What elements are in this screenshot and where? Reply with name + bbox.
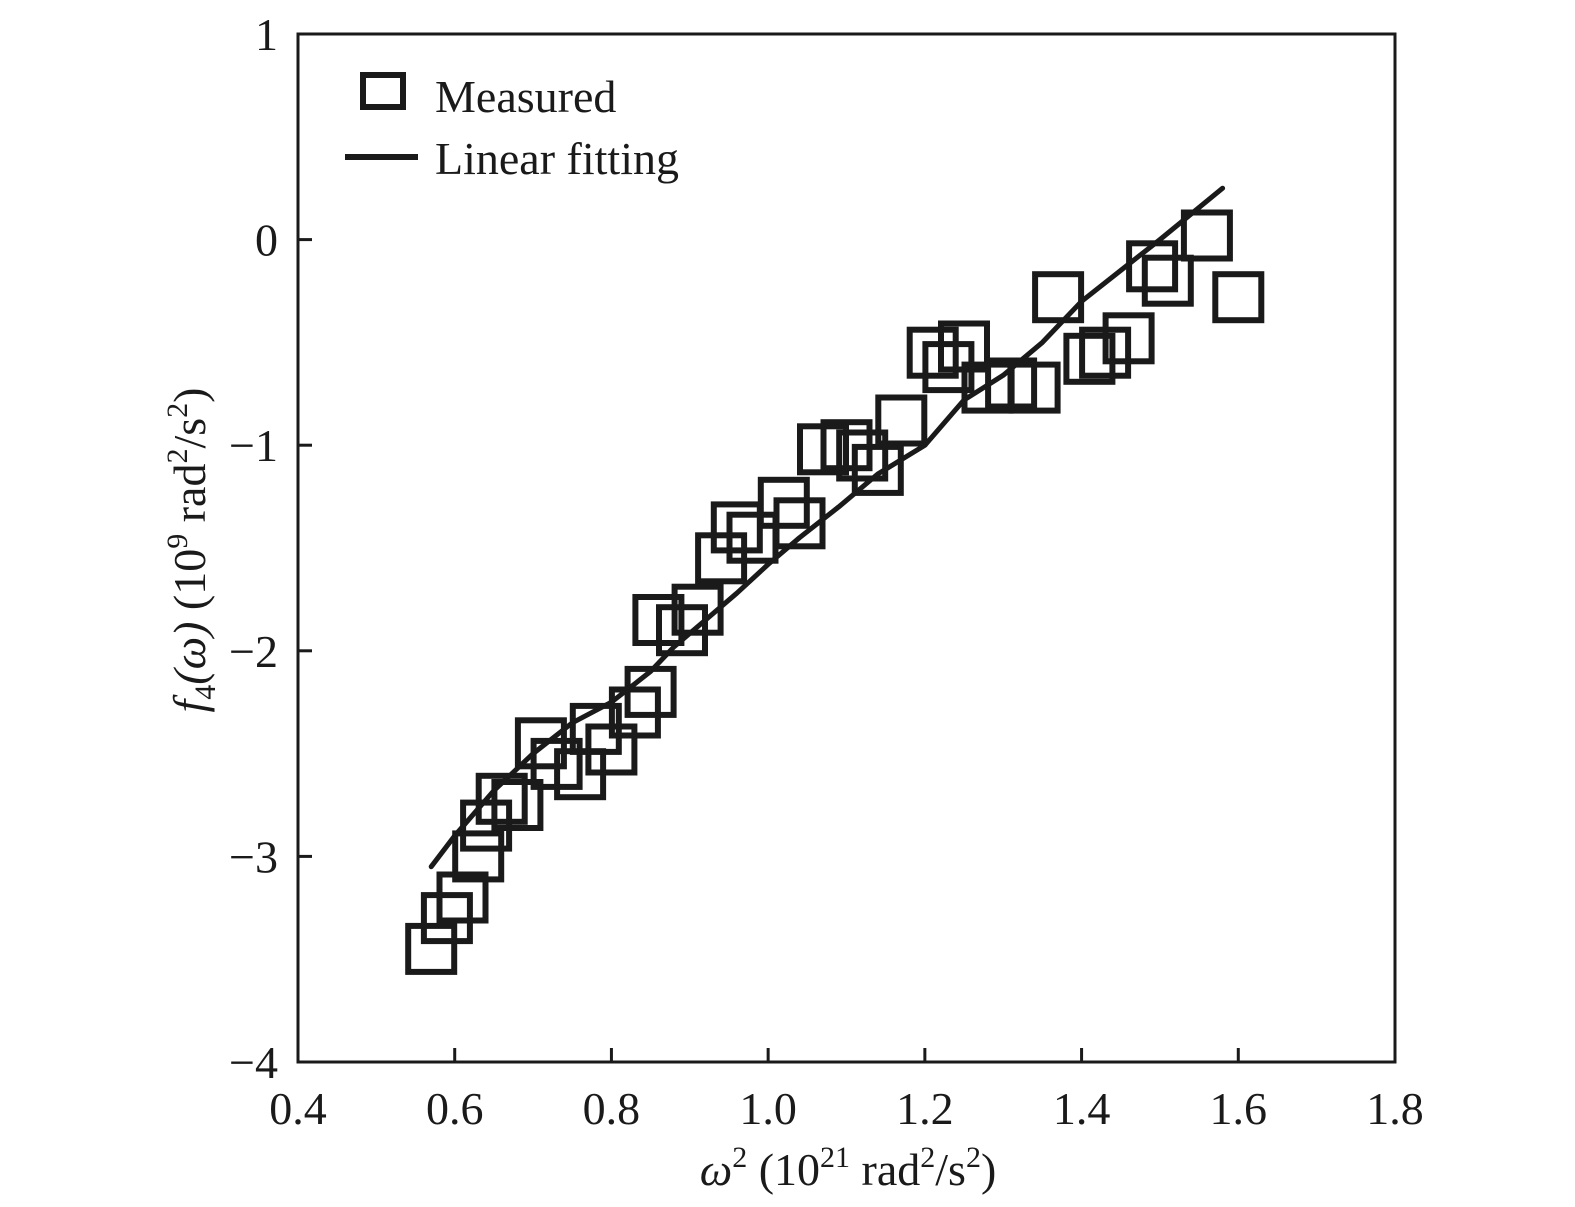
measured-point — [405, 922, 458, 975]
legend-measured-marker — [360, 72, 406, 110]
x-tick-label: 1.8 — [1366, 1083, 1424, 1134]
measured-point — [773, 497, 826, 550]
measured-point — [1102, 312, 1155, 365]
y-axis-ticks: 1 0 −1 −2 −3 −4 — [229, 9, 312, 1088]
measured-point — [851, 443, 904, 496]
y-tick-label: −2 — [229, 626, 278, 677]
measured-point — [836, 429, 889, 482]
measured-point — [906, 326, 959, 379]
x-tick-label: 1.4 — [1053, 1083, 1111, 1134]
legend-fit-label: Linear fitting — [435, 133, 679, 184]
measured-point — [624, 665, 677, 718]
y-tick-label: −4 — [229, 1037, 278, 1088]
measured-point — [1032, 271, 1085, 324]
x-tick-label: 0.6 — [426, 1083, 484, 1134]
measured-point — [875, 394, 928, 447]
measured-point — [1126, 240, 1179, 293]
measured-point — [710, 501, 763, 554]
x-axis-label: ω2 (1021 rad2/s2) — [700, 1141, 997, 1195]
y-axis-label: f4(ω) (109 rad2/s2) — [161, 388, 222, 713]
measured-point — [475, 772, 528, 825]
plot-border — [296, 32, 1397, 1064]
measured-point — [1212, 271, 1265, 324]
x-tick-label: 1.0 — [739, 1083, 797, 1134]
x-axis-ticks: 0.4 0.6 0.8 1.0 1.2 1.4 1.6 1.8 — [269, 1048, 1424, 1134]
measured-point — [1008, 361, 1061, 414]
x-tick-label: 1.2 — [896, 1083, 954, 1134]
y-tick-label: 1 — [255, 9, 278, 60]
plot-frame — [296, 32, 1397, 1064]
measured-point — [1180, 209, 1233, 262]
measured-point — [452, 830, 505, 883]
legend: Measured Linear fitting — [345, 71, 679, 184]
y-tick-label: 0 — [255, 215, 278, 266]
y-tick-label: −3 — [229, 831, 278, 882]
measured-point — [671, 583, 724, 636]
measured-point — [1141, 254, 1194, 307]
measured-point — [491, 779, 544, 831]
x-tick-label: 1.6 — [1210, 1083, 1268, 1134]
x-tick-label: 0.4 — [269, 1083, 327, 1134]
measured-markers — [405, 209, 1265, 975]
x-tick-label: 0.8 — [583, 1083, 641, 1134]
y-tick-label: −1 — [229, 420, 278, 471]
legend-measured-label: Measured — [435, 71, 616, 122]
measured-point — [436, 871, 489, 924]
